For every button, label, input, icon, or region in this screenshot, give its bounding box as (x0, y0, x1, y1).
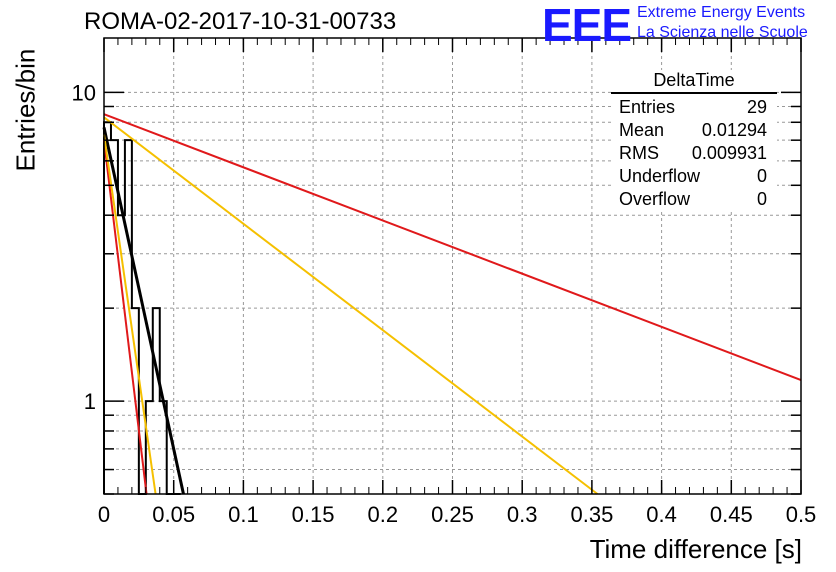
stats-row-overflow: Overflow 0 (611, 188, 777, 211)
fit-curve-2 (103, 113, 802, 381)
x-tick-label: 0.3 (507, 502, 538, 527)
fit-curve-4 (103, 140, 148, 495)
stats-value: 0.009931 (691, 143, 767, 163)
logo-line-1: Extreme Energy Events (637, 4, 806, 21)
stats-label: RMS (619, 143, 659, 163)
x-tick-label: 0.45 (710, 502, 753, 527)
y-axis-label: Entries/bin (10, 48, 41, 172)
fit-curve-1 (102, 127, 185, 495)
stats-row-underflow: Underflow 0 (611, 165, 777, 188)
y-tick-label: 1 (84, 389, 96, 414)
stats-label: Overflow (619, 189, 691, 209)
x-tick-label: 0.4 (646, 502, 677, 527)
x-tick-label: 0.05 (152, 502, 195, 527)
stats-row-mean: Mean 0.01294 (611, 119, 777, 142)
x-tick-label: 0.35 (570, 502, 613, 527)
fit-curve-5 (103, 134, 157, 495)
stats-value: 0 (756, 189, 767, 209)
stats-title: DeltaTime (611, 70, 777, 94)
chart-title: ROMA-02-2017-10-31-00733 (84, 8, 397, 35)
logo-line-2: La Scienza nelle Scuole (637, 24, 808, 41)
x-axis-label: Time difference [s] (589, 534, 802, 564)
stats-value: 0.01294 (701, 120, 767, 140)
stats-value: 0 (756, 166, 767, 186)
eee-logo: EEE (542, 0, 632, 51)
y-tick-label: 10 (72, 80, 96, 105)
stats-label: Underflow (619, 166, 701, 186)
fit-curve-3 (103, 116, 599, 495)
stats-row-entries: Entries 29 (611, 96, 777, 119)
stats-row-rms: RMS 0.009931 (611, 142, 777, 165)
x-tick-label: 0.25 (431, 502, 474, 527)
x-tick-label: 0.1 (228, 502, 259, 527)
stats-box: DeltaTime Entries 29 Mean 0.01294 RMS 0.… (611, 70, 777, 211)
stats-label: Mean (619, 120, 665, 140)
stats-label: Entries (619, 97, 676, 117)
x-tick-label: 0.15 (292, 502, 335, 527)
x-tick-label: 0 (98, 502, 110, 527)
stats-value: 29 (746, 97, 767, 117)
x-tick-label: 0.2 (368, 502, 399, 527)
x-tick-label: 0.5 (786, 502, 817, 527)
